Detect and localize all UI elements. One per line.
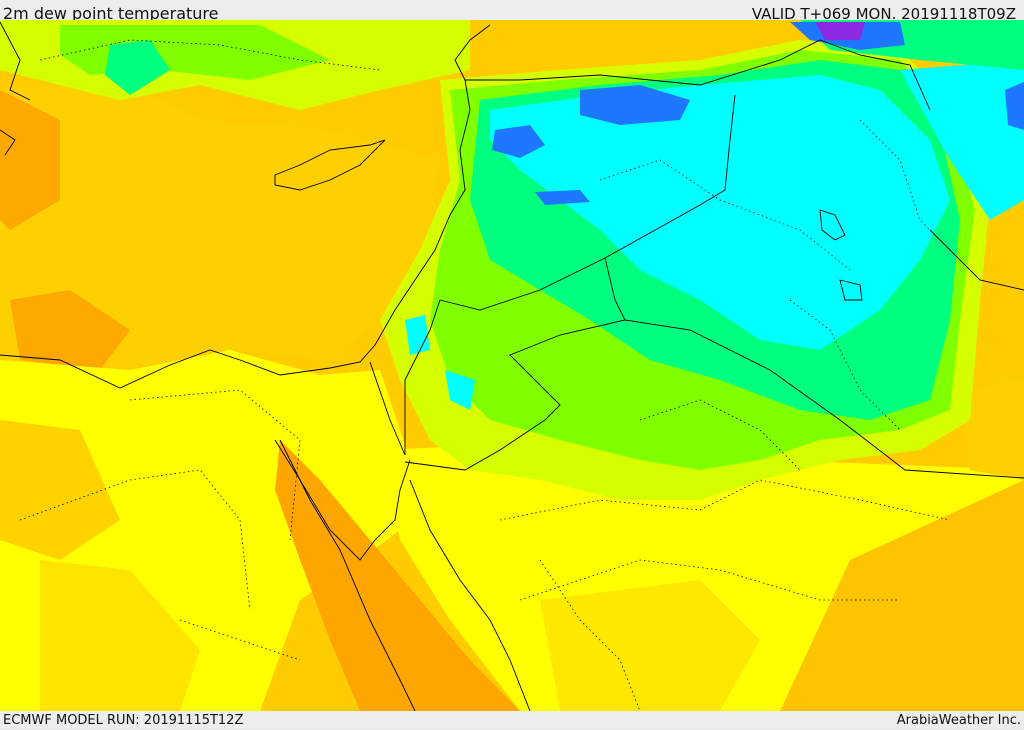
field-sudan [40,560,200,711]
field-coast-cyan [405,315,430,355]
field-blue-4 [1005,82,1024,130]
model-run: ECMWF MODEL RUN: 20191115T12Z [3,713,244,728]
title-bar: 2m dew point temperature VALID T+069 MON… [0,0,1024,23]
field-orange-sw [10,290,130,370]
field-violet [815,22,865,40]
field-blue-2 [492,125,545,158]
field-iran-cyan [900,60,1024,220]
field-red-sea [275,440,520,711]
field-iraq-cyan [490,75,950,350]
dew-point-map [0,20,1024,711]
map-title: 2m dew point temperature [3,4,219,23]
footer-bar: ECMWF MODEL RUN: 20191115T12Z ArabiaWeat… [0,711,1024,729]
field-blue-1 [580,85,690,125]
field-arabia-east [780,480,1024,711]
field-jordan-cyan [445,370,475,410]
field-gulf [960,380,1024,480]
field-orange-west [0,90,60,230]
borders [369,39,1024,479]
field-blue-3 [535,190,590,205]
field-arabia-center [540,580,760,711]
field-mediterranean [0,80,440,370]
credit: ArabiaWeather Inc. [896,713,1021,728]
coastlines [0,21,1024,711]
valid-time: VALID T+069 MON. 20191118T09Z [751,5,1016,23]
field-north-springgreen [105,40,170,95]
internal-boundaries [19,39,961,711]
field-egypt-orange [0,420,120,560]
